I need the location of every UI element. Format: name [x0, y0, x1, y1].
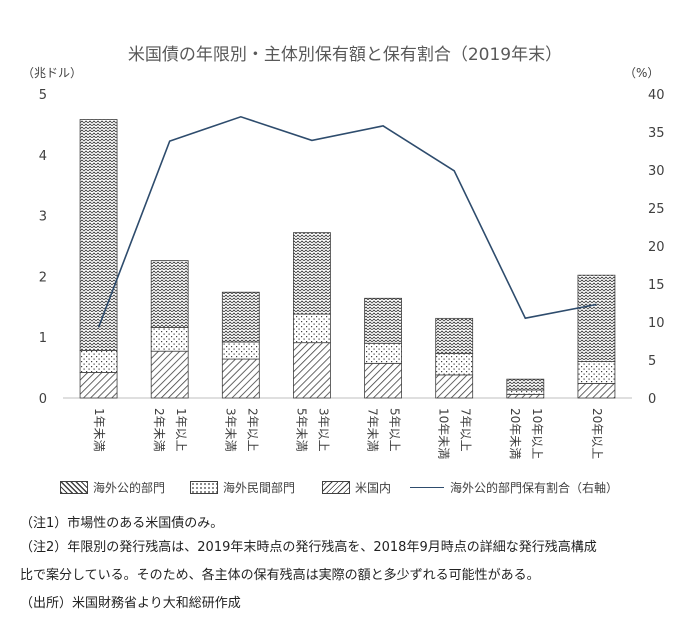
left-axis-unit: （兆ドル） — [22, 66, 83, 80]
bar-segment-domestic — [79, 119, 118, 351]
category-label: 10年以上 — [530, 408, 544, 459]
right-tick-label: 20 — [648, 240, 665, 255]
category-label: 1年以上 — [174, 408, 188, 452]
right-tick-label: 0 — [648, 392, 656, 407]
bars — [79, 119, 616, 399]
bar-segment-domestic — [293, 232, 331, 315]
legend-item-domestic: 米国内 — [322, 478, 391, 496]
legend-label: 海外公的部門保有割合（右軸） — [450, 480, 619, 495]
legend-label: 海外公的部門 — [93, 480, 166, 495]
category-label: 10年未満 — [437, 408, 451, 459]
category-label: 3年以上 — [316, 408, 330, 452]
legend-label: 海外民間部門 — [223, 480, 296, 495]
left-tick-label: 3 — [39, 210, 47, 225]
left-tick-label: 5 — [39, 88, 47, 103]
x-axis-labels: 1年未満 2年未満 1年以上 3年未満 2年以上 5年未満 3年以上 7年未満 5年以上 10年未… — [92, 408, 604, 459]
bar-segment-foreign-official — [577, 383, 616, 399]
category-label: 3年未満 — [223, 408, 237, 452]
legend-swatch-line — [410, 486, 444, 488]
right-axis-unit: （%） — [624, 66, 660, 80]
chart-title: 米国債の年限別・主体別保有額と保有割合（2019年末） — [127, 45, 563, 65]
right-tick-label: 25 — [648, 202, 665, 217]
category-label: 7年以上 — [459, 408, 473, 452]
legend-swatch-wave — [322, 480, 350, 494]
bar-segment-foreign-private — [364, 342, 402, 364]
axes: 0 1 2 3 4 5 0 5 10 15 20 25 30 35 40 — [39, 88, 665, 407]
left-tick-label: 1 — [39, 331, 47, 346]
source-note: （出所）米国財務省より大和総研作成 — [20, 596, 241, 611]
bar-segment-foreign-private — [577, 361, 616, 384]
bar-segment-domestic — [577, 274, 616, 362]
bar-segment-foreign-official — [435, 374, 474, 399]
note-2-cont: 比で案分している。そのため、各主体の保有残高は実際の額と多少ずれる可能性がある。 — [20, 568, 540, 583]
bar-segment-domestic — [364, 297, 402, 344]
legend-item-share-line: 海外公的部門保有割合（右軸） — [410, 478, 618, 496]
notes: （注1）市場性のある米国債のみ。 （注2）年限別の発行残高は、2019年末時点の… — [20, 512, 680, 616]
legend-swatch-diagonal — [60, 480, 88, 494]
bar-segment-foreign-official — [79, 372, 118, 399]
right-tick-label: 5 — [648, 354, 656, 369]
category-label: 2年以上 — [245, 408, 259, 452]
right-tick-label: 30 — [648, 164, 665, 179]
legend-swatch-dots — [190, 480, 218, 494]
chart-canvas: 0 1 2 3 4 5 0 5 10 15 20 25 30 35 40 1年未満 2年未満 1年以上 3年未満 2… — [39, 88, 665, 459]
category-label: 20年以上 — [590, 408, 604, 459]
bar-segment-domestic — [150, 260, 189, 328]
category-label: 5年以上 — [388, 408, 402, 452]
bar-segment-foreign-official — [293, 342, 331, 399]
category-label: 20年未満 — [508, 408, 522, 459]
legend-item-foreign-official: 海外公的部門 — [60, 478, 165, 496]
bar-segment-domestic — [506, 378, 545, 391]
legend-label: 米国内 — [355, 480, 392, 495]
bar-segment-foreign-private — [150, 327, 189, 352]
left-tick-label: 4 — [39, 149, 47, 164]
bar-segment-foreign-private — [435, 353, 474, 376]
right-tick-label: 35 — [648, 126, 665, 141]
bar-segment-domestic — [435, 317, 474, 355]
line-series — [97, 115, 597, 328]
legend: 海外公的部門 海外民間部門 米国内 海外公的部門保有割合（右軸） — [60, 478, 680, 496]
left-tick-label: 2 — [39, 270, 47, 285]
bar-segment-foreign-official — [506, 393, 545, 399]
right-tick-label: 15 — [648, 278, 665, 293]
category-label: 1年未満 — [92, 408, 106, 452]
note-1: （注1）市場性のある米国債のみ。 — [20, 516, 224, 531]
bar-segment-foreign-private — [79, 350, 118, 373]
category-label: 5年未満 — [294, 408, 308, 452]
bar-segment-foreign-official — [221, 358, 260, 399]
share-line — [97, 115, 597, 328]
bar-segment-foreign-official — [150, 350, 189, 399]
left-tick-label: 0 — [39, 392, 47, 407]
right-tick-label: 40 — [648, 88, 665, 103]
note-2: （注2）年限別の発行残高は、2019年末時点の発行残高を、2018年9月時点の詳… — [20, 540, 597, 555]
bar-segment-domestic — [221, 291, 260, 343]
category-label: 7年未満 — [366, 408, 380, 452]
bar-segment-foreign-private — [506, 389, 545, 395]
legend-item-foreign-private: 海外民間部門 — [190, 478, 295, 496]
bar-segment-foreign-private — [221, 341, 260, 360]
right-tick-label: 10 — [648, 316, 665, 331]
bar-segment-foreign-official — [364, 362, 402, 399]
category-label: 2年未満 — [152, 408, 166, 452]
bar-segment-foreign-private — [293, 313, 331, 344]
